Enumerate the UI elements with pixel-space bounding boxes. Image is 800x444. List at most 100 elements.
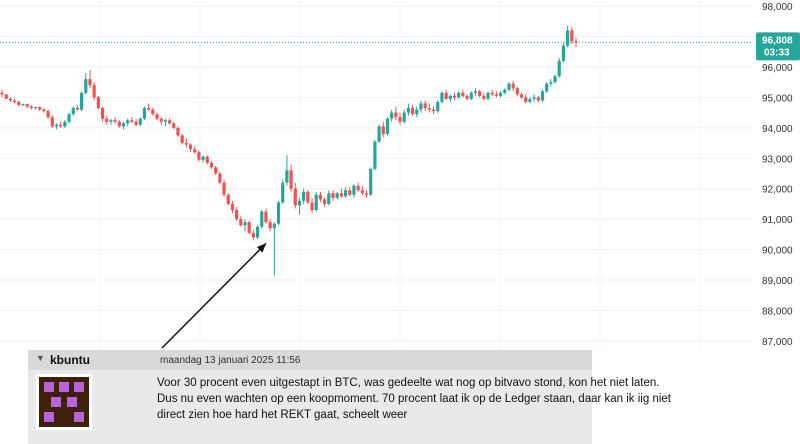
- candle-body: [503, 89, 507, 93]
- candle-body: [343, 190, 348, 197]
- candle-body: [570, 30, 574, 42]
- candle-body: [92, 85, 96, 98]
- candle-body: [80, 92, 84, 110]
- candle-body: [390, 112, 394, 119]
- candle-body: [117, 121, 121, 127]
- candle-body: [272, 223, 276, 229]
- annotation-arrow-head: [256, 243, 266, 253]
- candle-body: [247, 222, 251, 233]
- candle-body: [314, 194, 318, 210]
- y-tick-label: 95,000: [762, 93, 793, 104]
- avatar[interactable]: [39, 377, 89, 427]
- candle-body: [373, 141, 377, 169]
- candle-body: [201, 156, 205, 160]
- candle-body: [138, 118, 142, 125]
- candle-body: [482, 95, 486, 99]
- avatar-pixel: [44, 382, 54, 392]
- candle-body: [71, 108, 75, 115]
- candle-body: [490, 92, 494, 95]
- candle-body: [214, 167, 218, 174]
- candle-body: [25, 104, 29, 107]
- candle-body: [553, 76, 557, 83]
- candle-body: [293, 188, 297, 206]
- candle-body: [478, 91, 482, 96]
- candle-body: [352, 185, 356, 195]
- candle-body: [431, 109, 436, 112]
- collapse-arrow-icon[interactable]: ▼: [36, 353, 45, 363]
- candle-body: [205, 156, 209, 163]
- candle-body: [67, 114, 71, 122]
- avatar-pixel: [67, 397, 77, 407]
- y-tick-label: 91,000: [762, 215, 793, 226]
- avatar-pixel: [74, 382, 84, 392]
- candle-body: [356, 185, 360, 191]
- candle-body: [498, 92, 503, 96]
- candle-body: [46, 111, 50, 118]
- candle-body: [327, 193, 331, 204]
- username[interactable]: kbuntu: [50, 353, 90, 367]
- candle-body: [180, 135, 184, 144]
- annotation-arrow: [161, 242, 267, 349]
- avatar-pixel: [51, 397, 61, 407]
- candle-body: [339, 193, 343, 197]
- candle-body: [96, 97, 100, 109]
- candle-body: [323, 199, 327, 204]
- avatar-frame[interactable]: [36, 374, 92, 430]
- y-tick-label: 90,000: [762, 246, 793, 257]
- candle-body: [42, 109, 46, 112]
- candle-body: [239, 219, 243, 226]
- candle-body: [452, 95, 457, 98]
- candle-body: [251, 232, 255, 238]
- y-tick-label: 96,000: [762, 63, 793, 74]
- candle-body: [461, 92, 465, 96]
- current-price-label: 96,808: [762, 35, 793, 46]
- candle-body: [318, 194, 323, 200]
- candle-body: [155, 114, 159, 119]
- candle-body: [226, 194, 230, 204]
- candle-body: [209, 162, 214, 168]
- candle-body: [193, 149, 197, 153]
- candle-body: [419, 103, 423, 110]
- candle-body: [50, 117, 54, 127]
- candle-body: [4, 94, 8, 99]
- candle-body: [222, 182, 226, 195]
- candle-body: [557, 60, 561, 77]
- current-price-tag: 96,808 03:33: [756, 32, 800, 61]
- candle-body: [289, 170, 293, 189]
- candle-body: [255, 226, 260, 238]
- candle-body: [176, 127, 180, 136]
- candle-body: [402, 112, 406, 122]
- candle-body: [473, 91, 478, 93]
- candle-body: [100, 108, 105, 119]
- candle-body: [540, 91, 545, 101]
- countdown-label: 03:33: [764, 47, 790, 58]
- candle-body: [29, 106, 33, 109]
- candle-body: [159, 118, 163, 122]
- y-tick-label: 98,000: [762, 2, 793, 13]
- candle-body: [147, 108, 151, 110]
- grid-lines: [0, 0, 752, 350]
- candle-body: [38, 107, 42, 110]
- candle-body: [0, 92, 4, 95]
- post-body: Voor 30 procent even uitgestapt in BTC, …: [157, 377, 671, 421]
- candle-body: [377, 126, 381, 142]
- candle-body: [348, 190, 352, 195]
- candle-body: [33, 107, 38, 109]
- candle-body: [519, 94, 524, 98]
- candle-body: [276, 202, 281, 224]
- candle-body: [486, 92, 490, 99]
- candle-body: [12, 100, 17, 102]
- candle-body: [134, 121, 138, 125]
- y-tick-label: 89,000: [762, 276, 793, 287]
- post-header: ▼ kbuntu maandag 13 januari 2025 11:56: [28, 350, 592, 370]
- candle-body: [423, 103, 427, 109]
- candle-body: [536, 97, 540, 101]
- candle-body: [427, 108, 431, 110]
- candle-body: [126, 120, 130, 124]
- candle-body: [54, 124, 59, 127]
- candle-body: [88, 79, 92, 86]
- candle-body: [369, 168, 373, 195]
- candle-body: [260, 211, 264, 227]
- y-tick-label: 88,000: [762, 306, 793, 317]
- candle-body: [524, 97, 528, 102]
